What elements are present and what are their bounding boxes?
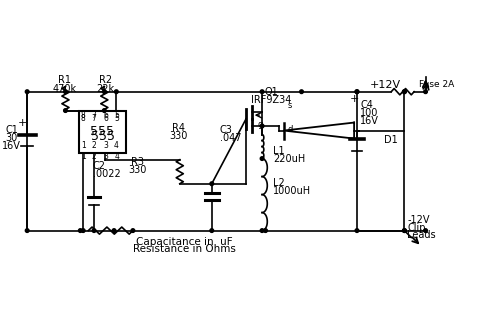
Text: +12V: +12V: [370, 80, 401, 90]
Text: g: g: [257, 120, 263, 129]
Circle shape: [25, 229, 29, 232]
Circle shape: [403, 90, 406, 94]
Text: .0022: .0022: [93, 169, 121, 179]
Text: 6: 6: [103, 114, 108, 123]
Text: 7: 7: [92, 111, 97, 120]
Circle shape: [112, 229, 116, 232]
Circle shape: [260, 90, 264, 94]
Circle shape: [355, 90, 359, 94]
Text: 3: 3: [103, 141, 108, 150]
Circle shape: [355, 90, 359, 94]
Text: 1: 1: [81, 141, 86, 150]
Circle shape: [64, 90, 67, 94]
Text: d: d: [287, 125, 293, 134]
Text: 16V: 16V: [2, 141, 21, 151]
Text: -12V: -12V: [407, 215, 430, 225]
Text: 16V: 16V: [360, 116, 379, 126]
Text: Clip: Clip: [407, 223, 426, 233]
Circle shape: [92, 229, 96, 232]
Circle shape: [103, 109, 106, 112]
Bar: [78, 110, 126, 153]
Text: 100: 100: [360, 108, 379, 118]
Text: 2: 2: [92, 152, 97, 161]
Text: 3: 3: [103, 152, 108, 161]
Text: 555: 555: [90, 125, 114, 138]
Circle shape: [260, 124, 264, 128]
Text: 5: 5: [114, 111, 119, 120]
Text: 5: 5: [114, 114, 119, 123]
Text: +: +: [17, 118, 27, 128]
Circle shape: [260, 229, 264, 232]
Circle shape: [264, 229, 267, 232]
Text: .047: .047: [220, 133, 241, 143]
Text: 330: 330: [170, 131, 188, 141]
Text: R3: R3: [131, 157, 144, 167]
Text: R2: R2: [99, 75, 112, 85]
Text: Leads: Leads: [407, 230, 436, 240]
Text: Resistance in Ohms: Resistance in Ohms: [133, 244, 236, 254]
Text: L2: L2: [273, 178, 284, 188]
Text: 22k: 22k: [97, 84, 114, 94]
Text: 470k: 470k: [52, 84, 76, 94]
Text: 1: 1: [81, 152, 86, 161]
Circle shape: [403, 229, 406, 232]
Text: 555: 555: [91, 130, 114, 143]
Circle shape: [78, 229, 82, 232]
Text: C3: C3: [220, 125, 233, 135]
Circle shape: [114, 90, 118, 94]
Text: IRF9Z34: IRF9Z34: [251, 95, 291, 105]
Text: 330: 330: [128, 165, 146, 175]
Circle shape: [64, 109, 67, 112]
Text: L1: L1: [273, 145, 284, 156]
Circle shape: [403, 90, 406, 94]
Text: 8: 8: [81, 114, 86, 123]
Text: +: +: [350, 94, 359, 104]
Text: Fuse 2A: Fuse 2A: [419, 80, 454, 89]
Circle shape: [355, 229, 359, 232]
Text: 30: 30: [5, 133, 18, 143]
Circle shape: [131, 229, 135, 232]
Text: 220uH: 220uH: [273, 154, 305, 164]
Text: s: s: [287, 101, 291, 110]
Text: 2: 2: [92, 141, 97, 150]
Text: C1: C1: [5, 125, 18, 135]
Text: D1: D1: [385, 135, 398, 145]
Text: 4: 4: [114, 141, 119, 150]
Circle shape: [403, 229, 406, 232]
Text: C4: C4: [360, 100, 373, 110]
Circle shape: [210, 182, 213, 186]
Text: 1000uH: 1000uH: [273, 186, 311, 196]
Circle shape: [300, 90, 303, 94]
Circle shape: [103, 90, 106, 94]
Text: 6: 6: [103, 111, 108, 120]
Circle shape: [25, 90, 29, 94]
Text: Capacitance in  uF: Capacitance in uF: [136, 237, 233, 247]
Circle shape: [423, 90, 427, 94]
Text: R1: R1: [58, 75, 71, 85]
Text: 7: 7: [92, 114, 97, 123]
Text: Q1: Q1: [264, 87, 278, 97]
Circle shape: [81, 229, 85, 232]
Text: 4: 4: [114, 152, 119, 161]
Text: C2: C2: [93, 161, 106, 171]
Circle shape: [210, 229, 213, 232]
Circle shape: [423, 229, 427, 232]
Circle shape: [260, 157, 264, 160]
Text: R4: R4: [172, 123, 185, 133]
Text: 8: 8: [81, 111, 86, 120]
